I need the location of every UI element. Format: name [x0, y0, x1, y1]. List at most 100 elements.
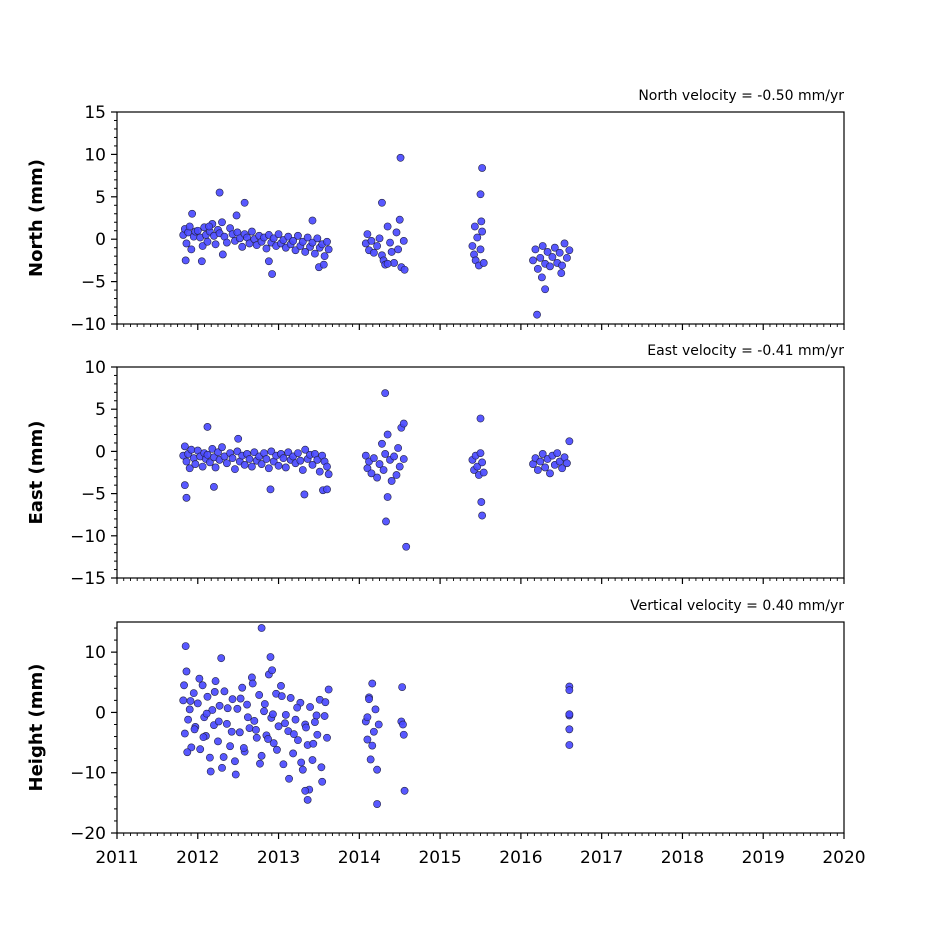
- panel-3-data-point: [252, 733, 261, 742]
- panel-3-data-point: [306, 703, 314, 711]
- panel-3-data-point: [208, 706, 217, 714]
- panel-1-data-point: [396, 153, 405, 162]
- panel-1-y-tick-label: 10: [84, 145, 106, 165]
- panel-1-data-point: [478, 227, 487, 236]
- panel-2-data-point: [231, 465, 239, 474]
- panel-2-y-tick-label: 0: [95, 442, 106, 462]
- panel-3-data-point: [268, 666, 276, 675]
- panel-3-y-axis-label: Height (mm): [26, 664, 47, 792]
- panel-1-data-point: [394, 245, 403, 254]
- panel-3-data-point: [252, 726, 260, 734]
- panel-2-data-point: [382, 517, 390, 526]
- panel-3-data-point: [238, 683, 247, 692]
- panel-3-velocity-label: Vertical velocity = 0.40 mm/yr: [630, 598, 844, 614]
- panel-2-data-point: [301, 445, 310, 454]
- panel-1-data-point: [476, 245, 485, 254]
- panel-3-data-point: [214, 737, 222, 746]
- panel-2-data-point: [279, 454, 288, 463]
- panel-1-data-point: [247, 227, 256, 236]
- panel-3-data-point: [269, 739, 278, 748]
- panel-3-data-point: [260, 707, 268, 716]
- panel-3-data-point: [323, 733, 331, 742]
- panel-2-data-point: [546, 469, 554, 478]
- panel-3-data-point: [179, 696, 188, 705]
- panel-2-data-point: [402, 542, 411, 551]
- panel-3-y-tick-label: −10: [70, 764, 106, 784]
- panel-1-data-point: [308, 216, 317, 225]
- panel-3-data-point: [289, 749, 297, 758]
- panel-2-data-point: [266, 485, 275, 494]
- panel-2-data-point: [538, 450, 547, 458]
- panel-1-data-point: [181, 256, 190, 265]
- panel-3-x-tick-label: 2015: [418, 848, 461, 868]
- panel-3-data-point: [184, 715, 192, 724]
- panel-2-data-point: [381, 389, 390, 398]
- panel-2-data-point: [379, 466, 388, 474]
- panel-1-y-axis-label: North (mm): [26, 159, 47, 277]
- panel-2-y-tick-label: 5: [95, 400, 106, 420]
- panel-1-data-point: [313, 234, 322, 243]
- panel-1-data-point: [193, 226, 202, 235]
- panel-2-data-point: [182, 493, 191, 502]
- panel-1-data-point: [477, 217, 486, 226]
- panel-1-data-point: [558, 261, 566, 270]
- panel-1-data-point: [284, 232, 293, 241]
- panel-2-data-point: [308, 460, 317, 469]
- panel-3-data-point: [309, 739, 318, 748]
- panel-3-data-point: [250, 716, 259, 725]
- panel-3-data-point: [368, 741, 377, 750]
- panel-1-data-point: [197, 257, 206, 266]
- panel-1-data-point: [533, 264, 542, 273]
- panel-3-data-point: [363, 735, 372, 744]
- panel-3-data-point: [565, 725, 574, 734]
- panel-3-data-point: [217, 654, 226, 663]
- panel-1-data-point: [373, 242, 381, 250]
- panel-1-data-point: [311, 249, 319, 258]
- panel-3-data-point: [311, 718, 319, 726]
- panel-3-data-point: [180, 681, 188, 690]
- panel-1-data-point: [550, 243, 559, 252]
- panel-2-data-point: [373, 473, 381, 482]
- panel-2-data-point: [533, 466, 542, 474]
- panel-3-data-point: [373, 765, 381, 774]
- panel-1-data-point: [565, 246, 574, 255]
- panel-3-data-point: [369, 727, 378, 736]
- panel-2-y-axis-label: East (mm): [26, 421, 47, 525]
- panel-1-data-point: [323, 237, 331, 246]
- panel-2-y-tick-label: −15: [70, 569, 106, 589]
- panel-3-data-point: [199, 733, 208, 742]
- panel-2-data-point: [324, 470, 333, 479]
- panel-3-data-point: [285, 774, 293, 783]
- panel-2-data-point: [395, 462, 404, 471]
- panel-2-data-point: [553, 449, 562, 457]
- panel-3-data-point: [227, 727, 236, 736]
- panel-2-data-point: [203, 423, 212, 431]
- panel-3-data-point: [291, 715, 300, 724]
- panel-3-data-point: [215, 701, 224, 710]
- panel-3-data-point: [277, 682, 285, 690]
- panel-1-data-point: [182, 239, 191, 248]
- panel-2-data-point: [262, 455, 271, 463]
- panel-2-data-point: [211, 463, 220, 472]
- panel-1-data-point: [470, 222, 479, 231]
- panel-1-data-point: [301, 248, 310, 256]
- panel-1-y-tick-label: −10: [70, 315, 106, 335]
- panel-3-x-tick-label: 2014: [338, 848, 381, 868]
- panel-1-data-point: [395, 215, 404, 224]
- panel-2-data-point: [399, 419, 408, 428]
- panel-3-x-tick-label: 2011: [95, 848, 138, 868]
- panel-3-data-point: [274, 722, 283, 731]
- panel-3-data-point: [235, 728, 244, 737]
- panel-3-data-point: [202, 709, 211, 718]
- panel-1-data-point: [264, 257, 273, 266]
- panel-2-data-point: [323, 462, 331, 471]
- panel-2-data-point: [477, 498, 486, 506]
- panel-3-x-tick-label: 2013: [257, 848, 300, 868]
- panel-2-data-point: [228, 454, 237, 463]
- panel-1-data-point: [538, 242, 547, 250]
- panel-1-data-point: [269, 234, 278, 243]
- panel-2-data-point: [367, 469, 376, 478]
- panel-3-data-point: [312, 711, 321, 720]
- panel-1-data-point: [185, 222, 194, 231]
- panel-2-data-point: [187, 445, 196, 454]
